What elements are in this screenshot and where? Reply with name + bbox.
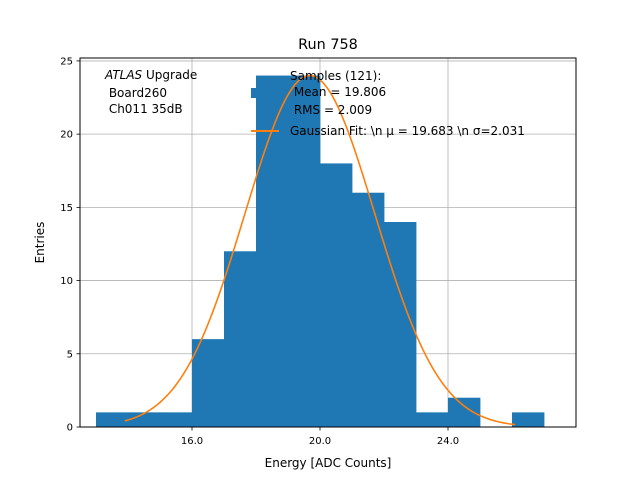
x-axis-label: Energy [ADC Counts] [265,456,392,470]
histogram-bar [192,339,225,427]
histogram-bar [512,412,545,427]
legend-samples-line3: RMS = 2.009 [290,103,372,117]
atlas-annotation: ATLAS Upgrade Board260 Ch011 35dB [104,68,197,116]
chart-title: Run 758 [298,37,358,53]
legend-samples-line1: Samples (121): [290,69,381,83]
histogram-bar [224,251,257,427]
y-tick-label: 20 [60,130,73,141]
y-tick-label: 0 [67,423,73,434]
y-tick-label: 5 [67,349,73,360]
legend-fit-label: Gaussian Fit: \n μ = 19.683 \n σ=2.031 [290,124,525,138]
histogram-bars [96,75,545,428]
histogram-bar [128,412,161,427]
y-axis-ticks: 0 5 10 15 20 25 [60,56,80,434]
x-axis-ticks: 16.0 20.0 24.0 [181,427,459,447]
legend: Samples (121): Mean = 19.806 RMS = 2.009… [251,69,525,138]
annotation-line2: Board260 [105,86,167,100]
histogram-bar [256,75,289,428]
histogram-bar [96,412,129,427]
upgrade-label: Upgrade [142,68,197,82]
gaussian-fit-line [124,74,516,426]
histogram-bar [448,397,481,427]
gaussian-fit [124,74,516,426]
histogram-bar [352,192,385,427]
y-axis-label: Entries [33,222,47,264]
legend-samples-swatch [251,88,279,98]
x-tick-label: 16.0 [181,436,203,447]
x-tick-label: 24.0 [437,436,459,447]
annotation-line1: ATLAS Upgrade [104,68,197,82]
atlas-label: ATLAS [104,68,143,82]
y-tick-label: 15 [60,203,73,214]
histogram-bar [384,222,417,427]
x-tick-label: 20.0 [309,436,331,447]
y-tick-label: 25 [60,56,73,67]
y-tick-label: 10 [60,276,73,287]
histogram-bar [288,75,321,428]
plot-frame [79,57,577,428]
legend-samples-line2: Mean = 19.806 [290,85,386,99]
histogram-bar [320,163,353,427]
histogram-bar [416,412,449,427]
annotation-line3: Ch011 35dB [105,102,183,116]
histogram-bar [160,412,193,427]
